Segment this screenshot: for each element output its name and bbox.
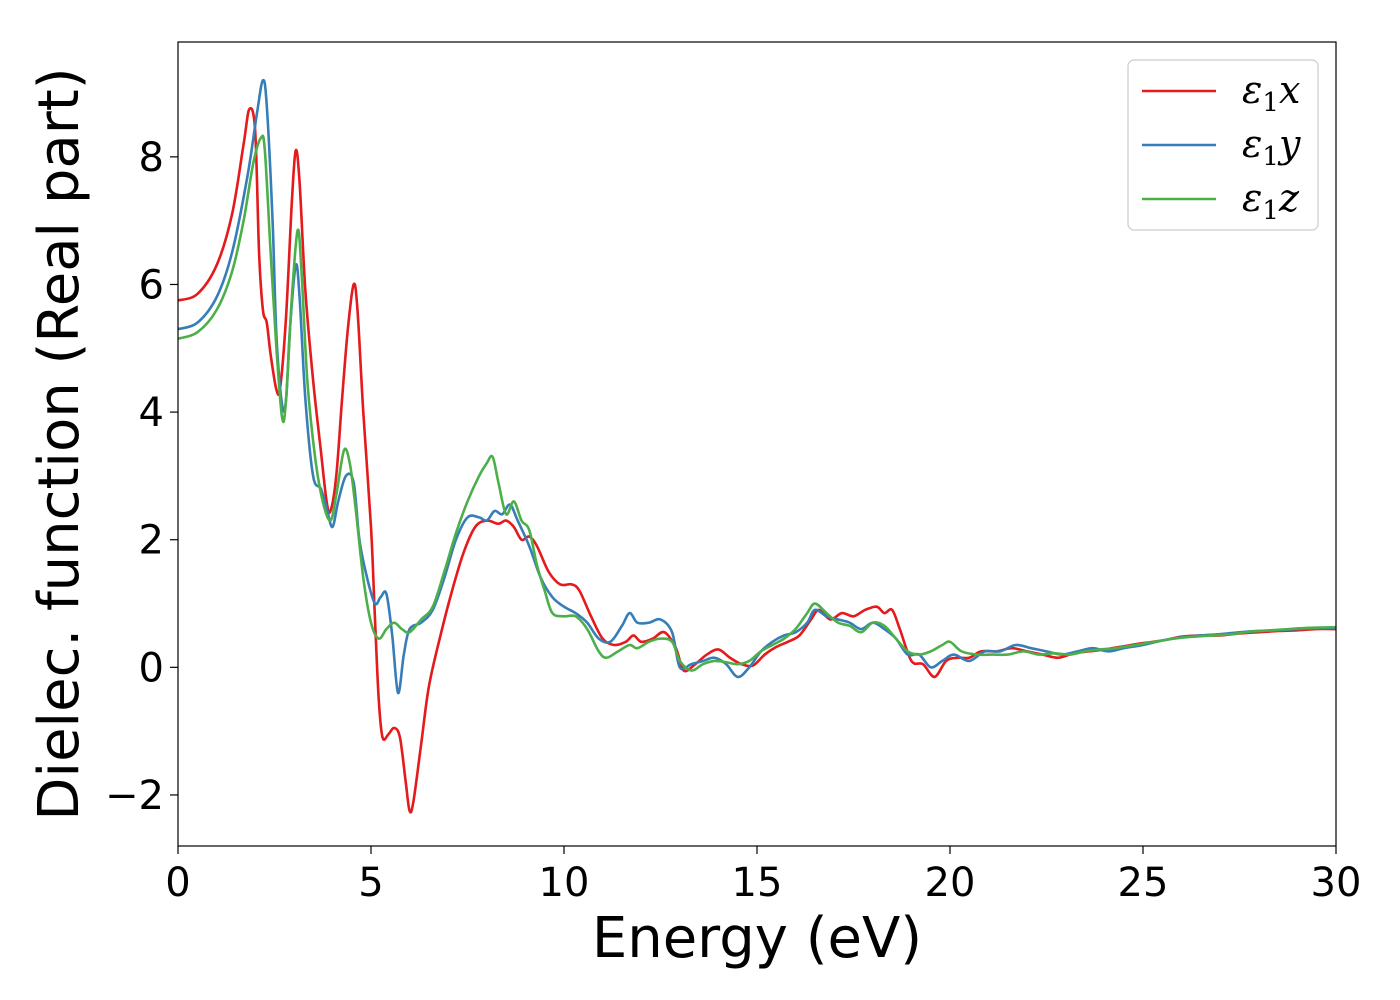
- y-tick-label: 8: [139, 135, 164, 181]
- x-tick-label: 5: [358, 860, 383, 906]
- y-axis: −2 0 2 4 6 8: [105, 135, 178, 819]
- x-tick-label: 20: [925, 860, 976, 906]
- y-tick-label: −2: [105, 773, 164, 819]
- series-layer: [178, 78, 1336, 814]
- legend-label-base: ε: [1242, 176, 1262, 220]
- y-tick-label: 6: [139, 262, 164, 308]
- legend-label-subscript: 1: [1262, 142, 1279, 172]
- legend-label-base: ε: [1242, 122, 1262, 166]
- legend-label-tail: x: [1279, 68, 1300, 112]
- legend-label-tail: y: [1277, 122, 1301, 166]
- y-tick-label: 2: [139, 518, 164, 564]
- x-tick-label: 15: [732, 860, 783, 906]
- x-axis-label: Energy (eV): [592, 906, 922, 971]
- x-tick-label: 10: [539, 860, 590, 906]
- legend-label-subscript: 1: [1262, 88, 1279, 118]
- legend-label-base: ε: [1242, 68, 1262, 112]
- y-axis-label: Dielec. function (Real part): [27, 67, 92, 820]
- x-tick-label: 0: [165, 860, 190, 906]
- series-line-z: [178, 134, 1336, 672]
- legend-label-tail: z: [1278, 176, 1300, 220]
- series-line-y: [178, 78, 1336, 695]
- legend-label-x: ε1x: [1242, 68, 1300, 118]
- y-tick-label: 4: [139, 390, 164, 436]
- x-tick-label: 30: [1311, 860, 1362, 906]
- x-tick-label: 25: [1118, 860, 1169, 906]
- legend-box: [1127, 59, 1319, 231]
- y-tick-label: 0: [139, 645, 164, 691]
- x-axis: 0 5 10 15 20 25 30: [165, 846, 1361, 906]
- legend-label-z: ε1z: [1242, 176, 1300, 226]
- legend-label-y: ε1y: [1242, 122, 1301, 172]
- legend-label-subscript: 1: [1262, 196, 1279, 226]
